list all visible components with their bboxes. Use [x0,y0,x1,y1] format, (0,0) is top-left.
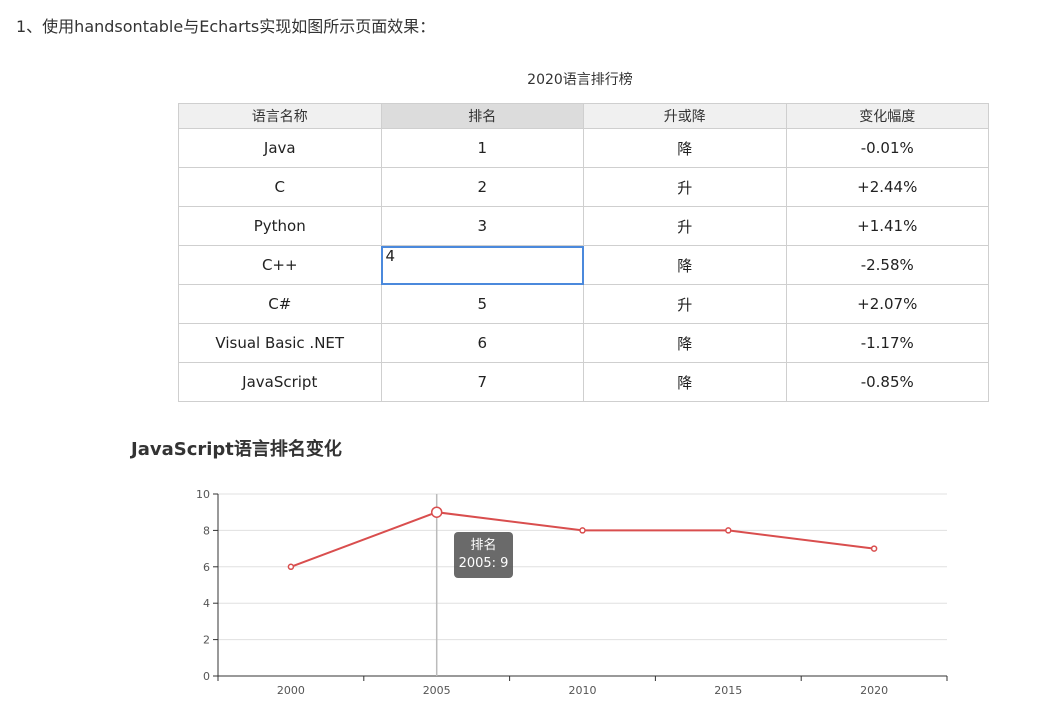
cell-change[interactable]: -0.01% [785,128,989,168]
y-tick-label: 8 [203,524,210,537]
cell-rank-editor[interactable]: 4 [380,245,584,285]
cell-rank[interactable]: 3 [380,206,584,246]
cell-language[interactable]: Python [178,206,382,246]
cell-change[interactable]: -1.17% [785,323,989,363]
cell-trend[interactable]: 升 [583,167,787,207]
x-tick-label: 2010 [569,684,597,697]
cell-trend[interactable]: 升 [583,284,787,324]
cell-language[interactable]: Visual Basic .NET [178,323,382,363]
chart-tooltip: 排名 2005: 9 [454,532,513,578]
tooltip-series-name: 排名 [470,538,497,553]
table-row: C# 5 升 +2.07% [178,284,989,324]
x-tick-label: 2005 [423,684,451,697]
table-header-row: 语言名称 排名 升或降 变化幅度 [178,103,989,129]
column-header-trend[interactable]: 升或降 [583,103,787,129]
assignment-heading: 1、使用handsontable与Echarts实现如图所示页面效果： [16,17,436,36]
cell-language[interactable]: C++ [178,245,382,285]
cell-trend[interactable]: 升 [583,206,787,246]
cell-rank[interactable]: 5 [380,284,584,324]
cell-change[interactable]: +1.41% [785,206,989,246]
table-row: JavaScript 7 降 -0.85% [178,362,989,402]
cell-rank[interactable]: 6 [380,323,584,363]
ranking-table: 语言名称 排名 升或降 变化幅度 Java 1 降 -0.01% C 2 升 +… [178,103,989,402]
line-chart[interactable]: 0 2 4 6 8 10 2000 2005 2010 2015 2020 [0,470,1040,701]
cell-change[interactable]: -0.85% [785,362,989,402]
cell-rank[interactable]: 2 [380,167,584,207]
cell-change[interactable]: -2.58% [785,245,989,285]
cell-rank[interactable]: 7 [380,362,584,402]
data-point[interactable] [430,506,443,518]
y-tick-label: 4 [203,597,210,610]
table-row: C 2 升 +2.44% [178,167,989,207]
table-row: Visual Basic .NET 6 降 -1.17% [178,323,989,363]
column-header-change[interactable]: 变化幅度 [785,103,989,129]
data-point[interactable] [725,527,732,534]
y-tick-label: 2 [203,634,210,647]
table-row: Python 3 升 +1.41% [178,206,989,246]
y-tick-label: 0 [203,670,210,683]
cell-trend[interactable]: 降 [583,128,787,168]
cell-trend[interactable]: 降 [583,323,787,363]
tooltip-value: 2005: 9 [458,556,509,571]
series-line [290,511,875,568]
table-title: 2020语言排行榜 [527,72,633,88]
cell-language[interactable]: JavaScript [178,362,382,402]
cell-language[interactable]: C# [178,284,382,324]
cell-change[interactable]: +2.44% [785,167,989,207]
cell-trend[interactable]: 降 [583,362,787,402]
table-row: C++ 4 降 -2.58% [178,245,989,285]
table-row: Java 1 降 -0.01% [178,128,989,168]
column-header-language[interactable]: 语言名称 [178,103,382,129]
column-header-rank[interactable]: 排名 [380,103,584,129]
data-point[interactable] [579,527,586,534]
cell-editor-value[interactable]: 4 [385,247,396,265]
chart-title: JavaScript语言排名变化 [131,439,342,460]
y-tick-label: 10 [196,488,210,501]
x-tick-label: 2020 [860,684,888,697]
cell-change[interactable]: +2.07% [785,284,989,324]
data-point[interactable] [287,563,295,571]
x-tick-label: 2000 [277,684,305,697]
y-tick-label: 6 [203,561,210,574]
cell-language[interactable]: C [178,167,382,207]
x-tick-label: 2015 [714,684,742,697]
data-point[interactable] [870,545,878,552]
cell-trend[interactable]: 降 [583,245,787,285]
cell-rank[interactable]: 1 [380,128,584,168]
cell-language[interactable]: Java [178,128,382,168]
